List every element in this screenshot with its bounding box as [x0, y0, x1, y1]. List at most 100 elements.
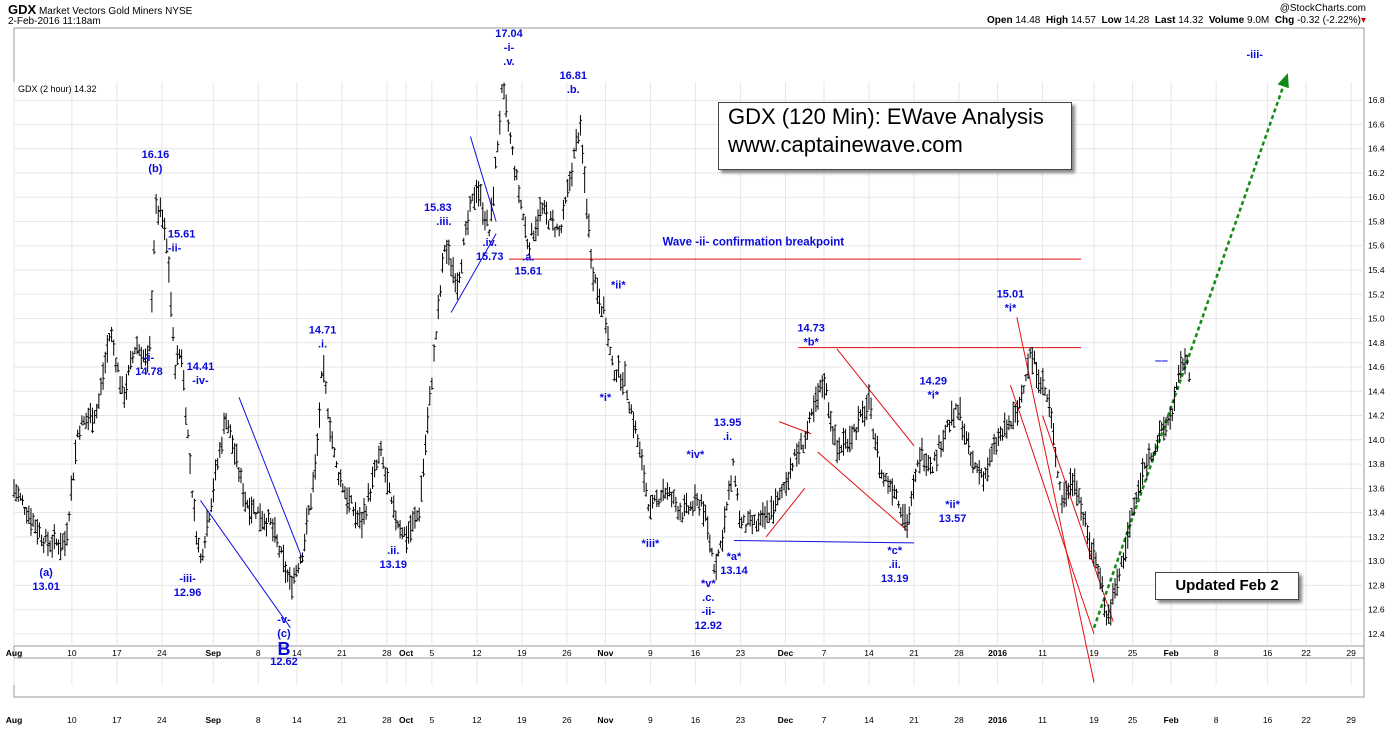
y-tick-label: 13.4 — [1368, 508, 1385, 518]
wave-label-line: 12.62 — [270, 656, 298, 668]
y-tick-label: 14.8 — [1368, 338, 1385, 348]
wave-label: *ii* 13.57 — [939, 499, 967, 525]
wave-label: 16.16 (b) — [142, 149, 170, 175]
wave-label-line: -iv- — [192, 375, 209, 387]
wave-label-line: 13.95 — [714, 417, 742, 429]
wave-label-line: .ii. — [387, 545, 399, 557]
x-tick-label: 24 — [157, 648, 167, 658]
wave-label: *iii* — [642, 538, 660, 550]
x-tick-label-lower: 10 — [67, 715, 77, 725]
wave-label-line: (a) — [39, 567, 53, 579]
wave-label: -i- 14.78 — [135, 352, 163, 378]
y-tick-label: 16.8 — [1368, 95, 1385, 105]
wave-label-line: .v. — [503, 56, 514, 68]
x-tick-label: Aug — [6, 648, 23, 658]
x-tick-label: 25 — [1128, 648, 1138, 658]
x-tick-label: Sep — [205, 648, 221, 658]
series-label: GDX (2 hour) 14.32 — [18, 84, 97, 94]
wave-label: -v- (c)B12.62 — [270, 614, 298, 668]
x-tick-label: Feb — [1164, 648, 1179, 658]
security-name: Market Vectors Gold Miners — [38, 6, 163, 17]
y-tick-label: 12.8 — [1368, 580, 1385, 590]
y-tick-label: 13.2 — [1368, 532, 1385, 542]
wave-label-line: -v- — [277, 614, 291, 626]
x-tick-label-lower: Aug — [6, 715, 23, 725]
red-trend-line — [817, 451, 908, 532]
x-tick-label: 28 — [954, 648, 964, 658]
wave-label-line: *v* — [701, 578, 716, 590]
blue-channel-line — [450, 233, 497, 313]
x-tick-label: 21 — [337, 648, 347, 658]
y-tick-label: 12.4 — [1368, 629, 1385, 639]
breakpoint-annotation: Wave -ii- confirmation breakpoint — [662, 237, 844, 249]
high-label: High — [1045, 15, 1069, 26]
x-tick-label: 16 — [691, 648, 701, 658]
y-tick-label: 15.4 — [1368, 265, 1385, 275]
x-tick-label-lower: Oct — [399, 715, 413, 725]
y-tick-label: 14.4 — [1368, 386, 1385, 396]
volume-value: 9.0M — [1247, 15, 1270, 26]
x-tick-label: 22 — [1301, 648, 1311, 658]
wave-label: (a) 13.01 — [32, 567, 60, 593]
x-tick-label: 28 — [382, 648, 392, 658]
wave-label: 15.61 -ii- — [168, 229, 196, 255]
wave-label-line: -iii- — [1246, 49, 1263, 61]
wave-label-line: *b* — [804, 336, 820, 348]
x-tick-label-lower: 19 — [517, 715, 527, 725]
wave-label-line: *ii* — [945, 499, 960, 511]
x-tick-label: Oct — [399, 648, 413, 658]
x-tick-label-lower: 25 — [1128, 715, 1138, 725]
x-tick-label-lower: 21 — [909, 715, 919, 725]
x-tick-label: 17 — [112, 648, 122, 658]
x-tick-label: 21 — [909, 648, 919, 658]
title-line-2: www.captainewave.com — [728, 132, 963, 157]
x-tick-label: 23 — [736, 648, 746, 658]
last-value: 14.32 — [1178, 15, 1204, 26]
wave-label: 15.01 *i* — [997, 288, 1025, 314]
y-tick-label: 13.8 — [1368, 459, 1385, 469]
y-tick-label: 14.0 — [1368, 435, 1385, 445]
wave-label: *iv* — [687, 449, 705, 461]
y-tick-label: 16.6 — [1368, 119, 1385, 129]
x-tick-label-lower: 26 — [562, 715, 572, 725]
wave-label: 14.71 .i. — [309, 325, 337, 351]
wave-label: -iii- — [1246, 49, 1263, 61]
x-tick-label-lower: 16 — [691, 715, 701, 725]
wave-label: -iii- 12.96 — [174, 573, 202, 599]
wave-label-line: *i* — [600, 392, 612, 404]
x-tick-label: 11 — [1038, 648, 1047, 658]
y-tick-label: 15.0 — [1368, 314, 1385, 324]
wave-label-line: 13.19 — [380, 559, 408, 571]
open-label: Open — [987, 15, 1013, 26]
x-tick-label-lower: 16 — [1263, 715, 1273, 725]
red-trend-line — [778, 421, 812, 435]
x-tick-label: Nov — [597, 648, 613, 658]
wave-label: 14.73 *b* — [797, 322, 825, 348]
x-tick-label: 5 — [429, 648, 434, 658]
wave-label: *c* .ii. 13.19 — [881, 545, 909, 585]
x-tick-label: 19 — [517, 648, 527, 658]
wave-labels: (a) 13.01 16.16 (b) 15.61 -ii- -i- 14.78 14.41 -i… — [32, 28, 1263, 668]
wave-label: 14.41 -iv- — [187, 361, 215, 387]
last-label: Last — [1154, 15, 1176, 26]
x-tick-label-lower: 17 — [112, 715, 122, 725]
y-tick-label: 13.6 — [1368, 483, 1385, 493]
blue-channel-line — [200, 500, 291, 629]
wave-label: 17.04 -i- .v. — [495, 28, 523, 68]
wave-label: 14.29 *i* — [920, 376, 948, 402]
wave-label-line: *iv* — [687, 449, 705, 461]
wave-label-line: 15.01 — [997, 288, 1025, 300]
x-tick-label-lower: 28 — [382, 715, 392, 725]
wave-label-line: -i- — [504, 42, 515, 54]
wave-label-line: 15.61 — [515, 266, 543, 278]
wave-label-line: 14.73 — [797, 322, 825, 334]
wave-label-line: 14.29 — [920, 376, 948, 388]
chg-label: Chg — [1274, 15, 1295, 26]
low-label: Low — [1101, 15, 1122, 26]
x-tick-label-lower: 8 — [1214, 715, 1219, 725]
x-tick-label-lower: 19 — [1089, 715, 1099, 725]
wave-label: *a* 13.14 — [720, 551, 748, 577]
x-tick-label-lower: 29 — [1346, 715, 1356, 725]
x-tick-label-lower: Feb — [1164, 715, 1179, 725]
wave-label-line: 13.01 — [32, 581, 60, 593]
